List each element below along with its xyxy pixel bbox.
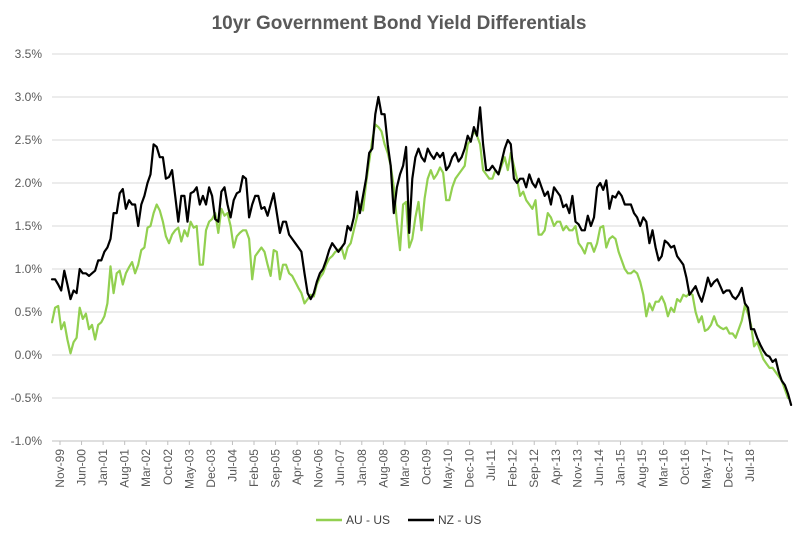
x-tick-label: Aug-15	[635, 449, 649, 488]
x-tick-label: Apr-06	[290, 449, 304, 485]
x-tick-label: Jan-15	[613, 449, 627, 486]
x-tick-label: Feb-05	[247, 449, 261, 487]
y-tick-label: 2.0%	[15, 176, 43, 190]
x-tick-label: Mar-16	[657, 449, 671, 487]
x-tick-label: Dec-17	[721, 449, 735, 488]
x-tick-label: Jul-11	[484, 449, 498, 481]
x-tick-label: Oct-02	[161, 449, 175, 485]
y-tick-label: 3.5%	[15, 47, 43, 61]
legend-label: NZ - US	[438, 513, 481, 527]
chart-title: 10yr Government Bond Yield Differentials	[212, 13, 587, 34]
series-line-au-us	[50, 123, 790, 400]
y-tick-label: 1.5%	[15, 219, 43, 233]
x-tick-label: Nov-06	[312, 449, 326, 488]
y-tick-label: 3.0%	[15, 90, 43, 104]
x-tick-label: Dec-03	[204, 449, 218, 488]
y-tick-label: -0.5%	[11, 391, 43, 405]
x-tick-label: Jun-14	[592, 449, 606, 486]
y-tick-label: -1.0%	[11, 434, 43, 448]
legend: AU - US NZ - US	[316, 513, 481, 527]
series-lines	[50, 95, 793, 406]
x-tick-label: May-10	[441, 449, 455, 489]
y-tick-label: 0.5%	[15, 305, 43, 319]
legend-label: AU - US	[346, 513, 390, 527]
x-tick-label: Oct-09	[419, 449, 433, 485]
y-tick-label: 1.0%	[15, 262, 43, 276]
x-tick-label: Aug-01	[118, 449, 132, 488]
x-tick-label: May-03	[182, 449, 196, 489]
x-tick-label: Jun-00	[75, 449, 89, 486]
x-tick-label: Oct-16	[678, 449, 692, 485]
x-tick-label: Jul-04	[225, 449, 239, 482]
x-tick-label: Jan-08	[355, 449, 369, 486]
x-tick-label: Jun-07	[333, 449, 347, 486]
y-tick-label: 0.0%	[15, 348, 43, 362]
x-tick-label: Jul-18	[743, 449, 757, 482]
x-tick-label: Feb-12	[506, 449, 520, 487]
x-tick-label: Aug-08	[376, 449, 390, 488]
y-tick-label: 2.5%	[15, 133, 43, 147]
y-axis-ticks: -1.0% -0.5% 0.0% 0.5% 1.0% 1.5% 2.0% 2.5% 3.0% 3.…	[11, 47, 43, 448]
x-axis-ticks: Nov-99 Jun-00 Jan-01 Aug-01 Mar-02 Oct-02 May-…	[53, 441, 757, 489]
x-tick-label: Mar-02	[139, 449, 153, 487]
series-line-nz-us	[50, 95, 793, 406]
x-tick-label: Mar-09	[398, 449, 412, 487]
x-tick-label: Apr-13	[549, 449, 563, 485]
x-tick-label: Sep-05	[269, 449, 283, 488]
gridlines	[52, 53, 788, 442]
x-tick-label: Jan-01	[96, 449, 110, 486]
x-tick-label: May-17	[700, 449, 714, 489]
x-tick-label: Nov-13	[570, 449, 584, 488]
x-tick-label: Sep-12	[527, 449, 541, 488]
x-tick-label: Dec-10	[463, 449, 477, 488]
x-tick-label: Nov-99	[53, 449, 67, 488]
